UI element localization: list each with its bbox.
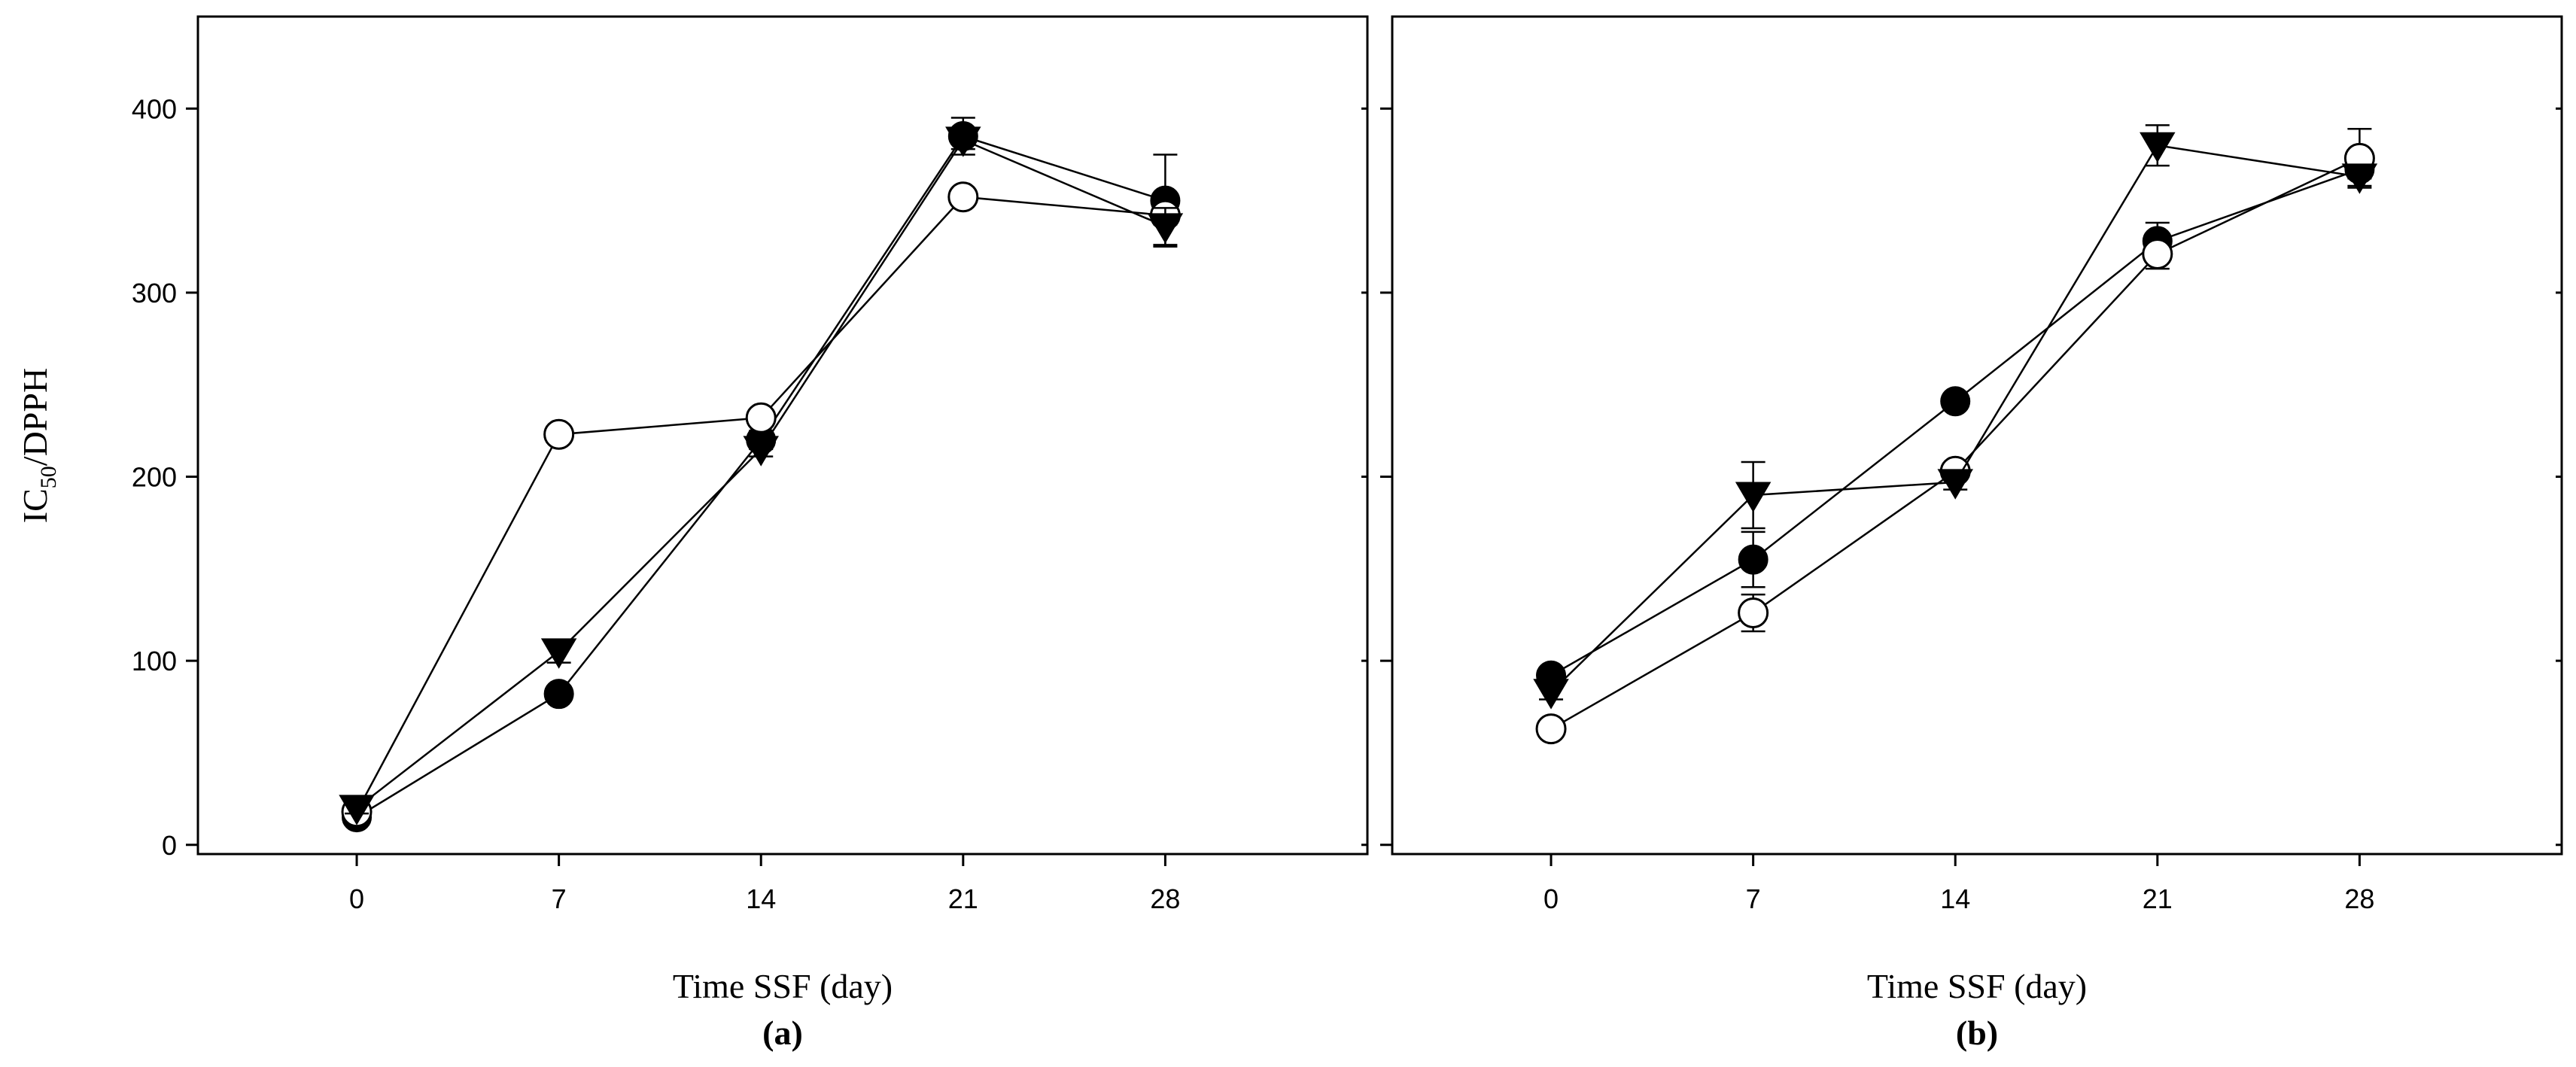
data-point-filled-circle bbox=[543, 679, 574, 710]
y-tick-label: 100 bbox=[132, 646, 177, 676]
data-point-open-circle bbox=[745, 402, 777, 433]
data-point-filled-triangle bbox=[743, 436, 779, 467]
y-tick-label: 300 bbox=[132, 278, 177, 309]
data-point-filled-triangle bbox=[1937, 469, 1973, 500]
x-tick-label: 14 bbox=[746, 883, 776, 914]
series-open-circle bbox=[1535, 127, 2375, 745]
data-point-open-circle bbox=[947, 181, 979, 213]
x-axis-title: Time SSF (day) bbox=[673, 967, 893, 1005]
y-axis-title-subscript: 50 bbox=[36, 466, 61, 488]
series-line bbox=[355, 196, 1166, 813]
plot-frame bbox=[1391, 15, 2563, 856]
series-line bbox=[356, 138, 1166, 809]
data-point-filled-triangle bbox=[2341, 163, 2378, 194]
x-tick-label: 21 bbox=[2143, 883, 2173, 914]
panel-a: 0 100 200 300 400 0 7 14 21 28 Time SSF (day) (a) bbox=[132, 15, 1369, 1052]
y-tick-label: 0 bbox=[162, 830, 177, 861]
series-open-circle bbox=[341, 181, 1181, 828]
x-tick-label: 0 bbox=[1543, 883, 1559, 914]
x-tick-label: 28 bbox=[1150, 883, 1180, 914]
y-axis-title-rest: /DPPH bbox=[16, 368, 54, 466]
data-point-filled-circle bbox=[1738, 544, 1769, 575]
series-filled-circle bbox=[1536, 154, 2375, 691]
data-point-filled-triangle bbox=[1147, 213, 1184, 244]
x-tick-label: 7 bbox=[1746, 883, 1761, 914]
y-tick-label: 400 bbox=[132, 93, 177, 124]
x-tick-label: 0 bbox=[349, 883, 364, 914]
data-point-open-circle bbox=[1535, 713, 1567, 745]
panel-b: 0 7 14 21 28 Time SSF (day) (b) bbox=[1380, 15, 2563, 1052]
y-tick-label: 200 bbox=[132, 462, 177, 493]
y-axis-title: IC50/DPPH bbox=[16, 368, 61, 523]
data-point-filled-triangle bbox=[1735, 482, 1772, 512]
data-point-open-circle bbox=[543, 418, 575, 450]
x-tick-label: 7 bbox=[552, 883, 567, 914]
series-filled-triangle bbox=[1533, 124, 2378, 710]
series-line bbox=[1550, 144, 2360, 693]
x-axis-title: Time SSF (day) bbox=[1867, 967, 2087, 1005]
series-line bbox=[1550, 157, 2360, 730]
x-tick-label: 14 bbox=[1940, 883, 1970, 914]
data-point-filled-triangle bbox=[2140, 132, 2176, 163]
data-point-filled-triangle bbox=[540, 638, 577, 669]
series-line bbox=[1550, 168, 2360, 676]
data-point-filled-triangle bbox=[945, 126, 981, 157]
y-axis-title-main: IC bbox=[16, 488, 54, 523]
panel-label: (b) bbox=[1956, 1014, 1998, 1052]
data-point-filled-triangle bbox=[1533, 679, 1569, 710]
data-point-open-circle bbox=[2142, 239, 2173, 270]
data-point-filled-triangle bbox=[339, 795, 375, 825]
plot-frame bbox=[196, 15, 1369, 856]
series-filled-triangle bbox=[339, 126, 1184, 825]
data-point-open-circle bbox=[1738, 597, 1769, 629]
panel-label: (a) bbox=[762, 1014, 803, 1052]
series-filled-circle bbox=[342, 117, 1181, 833]
x-tick-label: 28 bbox=[2344, 883, 2374, 914]
x-tick-label: 21 bbox=[948, 883, 978, 914]
data-point-filled-circle bbox=[1940, 386, 1971, 417]
